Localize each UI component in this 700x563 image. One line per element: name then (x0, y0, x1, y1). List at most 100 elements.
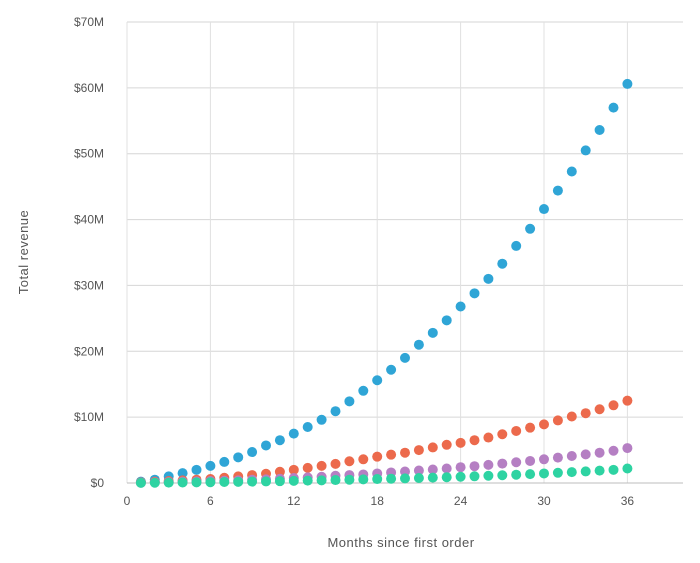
data-point (400, 352, 410, 363)
y-tick-label: $70M (74, 15, 104, 29)
data-point (622, 443, 633, 454)
data-point (525, 422, 536, 433)
data-point (149, 477, 160, 488)
y-axis-title: Total revenue (16, 210, 31, 295)
data-point (455, 301, 466, 312)
data-point (358, 474, 369, 485)
data-point (483, 432, 494, 443)
data-point (580, 449, 591, 460)
data-point (525, 469, 536, 480)
data-point (580, 466, 591, 477)
series-4 (135, 463, 633, 488)
data-point (247, 447, 258, 458)
data-point (233, 452, 244, 463)
data-point (163, 477, 174, 488)
grid (126, 21, 683, 483)
y-axis-ticks: $0 $10M $20M $30M $40M $50M $60M $70M (74, 15, 104, 490)
data-point (372, 451, 383, 462)
data-point (302, 475, 313, 486)
data-point (316, 475, 327, 486)
data-point (427, 464, 438, 475)
data-point (288, 464, 299, 475)
data-point (386, 364, 397, 375)
data-point (497, 458, 508, 469)
data-point (413, 472, 424, 483)
data-point (274, 435, 285, 446)
y-tick-label: $40M (74, 213, 104, 227)
data-point (358, 385, 369, 396)
data-point (274, 466, 285, 477)
y-tick-label: $60M (74, 81, 104, 95)
data-point (205, 460, 216, 471)
data-point (344, 396, 355, 407)
data-point (608, 102, 619, 113)
data-point (580, 408, 591, 419)
data-point (330, 406, 341, 417)
data-point (302, 462, 313, 473)
data-point (302, 422, 313, 433)
data-point (205, 477, 216, 488)
x-tick-label: 18 (371, 494, 385, 508)
y-tick-label: $20M (74, 344, 104, 358)
data-point (608, 445, 619, 456)
data-point (274, 476, 285, 487)
x-tick-label: 30 (537, 494, 551, 508)
data-point (288, 475, 299, 486)
y-tick-label: $50M (74, 147, 104, 161)
data-point (330, 475, 341, 486)
data-point (539, 204, 549, 215)
data-point (608, 464, 619, 475)
data-point (566, 450, 577, 461)
data-point (539, 468, 549, 479)
data-point (483, 459, 494, 470)
data-point (344, 456, 355, 467)
data-point (261, 440, 271, 451)
data-point (594, 447, 605, 458)
x-tick-label: 24 (454, 494, 468, 508)
x-tick-label: 6 (207, 494, 214, 508)
x-tick-label: 0 (124, 494, 131, 508)
data-point (455, 462, 466, 473)
data-point (469, 288, 480, 299)
data-point (497, 470, 508, 481)
data-point (566, 467, 577, 478)
x-axis-title: Months since first order (327, 535, 474, 550)
data-point (469, 471, 480, 482)
data-point (566, 166, 577, 177)
data-point (288, 428, 299, 439)
data-point (247, 476, 258, 487)
data-point (413, 445, 424, 456)
data-point (552, 467, 563, 478)
data-point (441, 315, 452, 326)
data-point (233, 476, 244, 487)
data-point (177, 468, 188, 479)
data-point (135, 477, 146, 488)
data-point (316, 460, 327, 471)
data-point (400, 447, 410, 458)
data-point (344, 474, 355, 485)
data-point (261, 476, 271, 487)
y-tick-label: $0 (91, 476, 105, 490)
data-point (552, 415, 563, 426)
data-point (441, 472, 452, 483)
data-point (316, 414, 327, 425)
y-tick-label: $10M (74, 410, 104, 424)
data-point (552, 185, 563, 196)
data-point (580, 145, 591, 156)
data-point (622, 463, 633, 474)
data-point (413, 465, 424, 476)
data-point (608, 400, 619, 411)
data-points (135, 78, 633, 488)
data-point (400, 466, 410, 477)
data-point (400, 473, 410, 484)
data-point (427, 327, 438, 338)
data-point (441, 439, 452, 450)
data-point (372, 375, 383, 386)
data-point (219, 477, 230, 488)
x-tick-label: 12 (287, 494, 301, 508)
y-tick-label: $30M (74, 278, 104, 292)
data-point (511, 469, 522, 480)
data-point (330, 458, 341, 469)
data-point (191, 477, 202, 488)
